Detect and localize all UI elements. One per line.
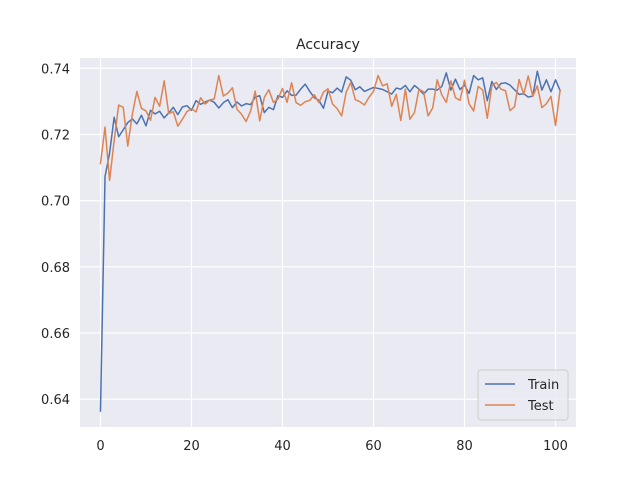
legend-box xyxy=(477,369,569,421)
plot-background xyxy=(80,58,576,427)
x-tick-label: 100 xyxy=(543,439,568,454)
y-tick-label: 0.70 xyxy=(41,195,70,210)
y-tick-label: 0.74 xyxy=(41,62,70,77)
series-lines xyxy=(99,70,562,412)
grid-lines xyxy=(80,58,576,427)
y-tick-label: 0.68 xyxy=(41,261,70,276)
legend-train-label: Train xyxy=(527,378,559,393)
y-tick-labels: 0.64 0.66 0.68 0.70 0.72 0.74 xyxy=(41,62,70,408)
x-tick-label: 20 xyxy=(183,439,200,454)
x-tick-label: 60 xyxy=(365,439,382,454)
y-tick-label: 0.64 xyxy=(41,393,70,408)
series-line-test xyxy=(99,74,561,182)
x-tick-label: 40 xyxy=(274,439,291,454)
series-line-train xyxy=(99,70,562,412)
chart-title: Accuracy xyxy=(296,37,360,53)
y-tick-label: 0.72 xyxy=(41,128,70,143)
x-tick-labels: 0 20 40 60 80 100 xyxy=(96,439,568,454)
y-tick-label: 0.66 xyxy=(41,327,70,342)
x-tick-label: 0 xyxy=(96,439,104,454)
x-tick-label: 80 xyxy=(456,439,473,454)
legend-test-label: Test xyxy=(527,399,554,414)
legend: Train Test xyxy=(477,369,569,421)
